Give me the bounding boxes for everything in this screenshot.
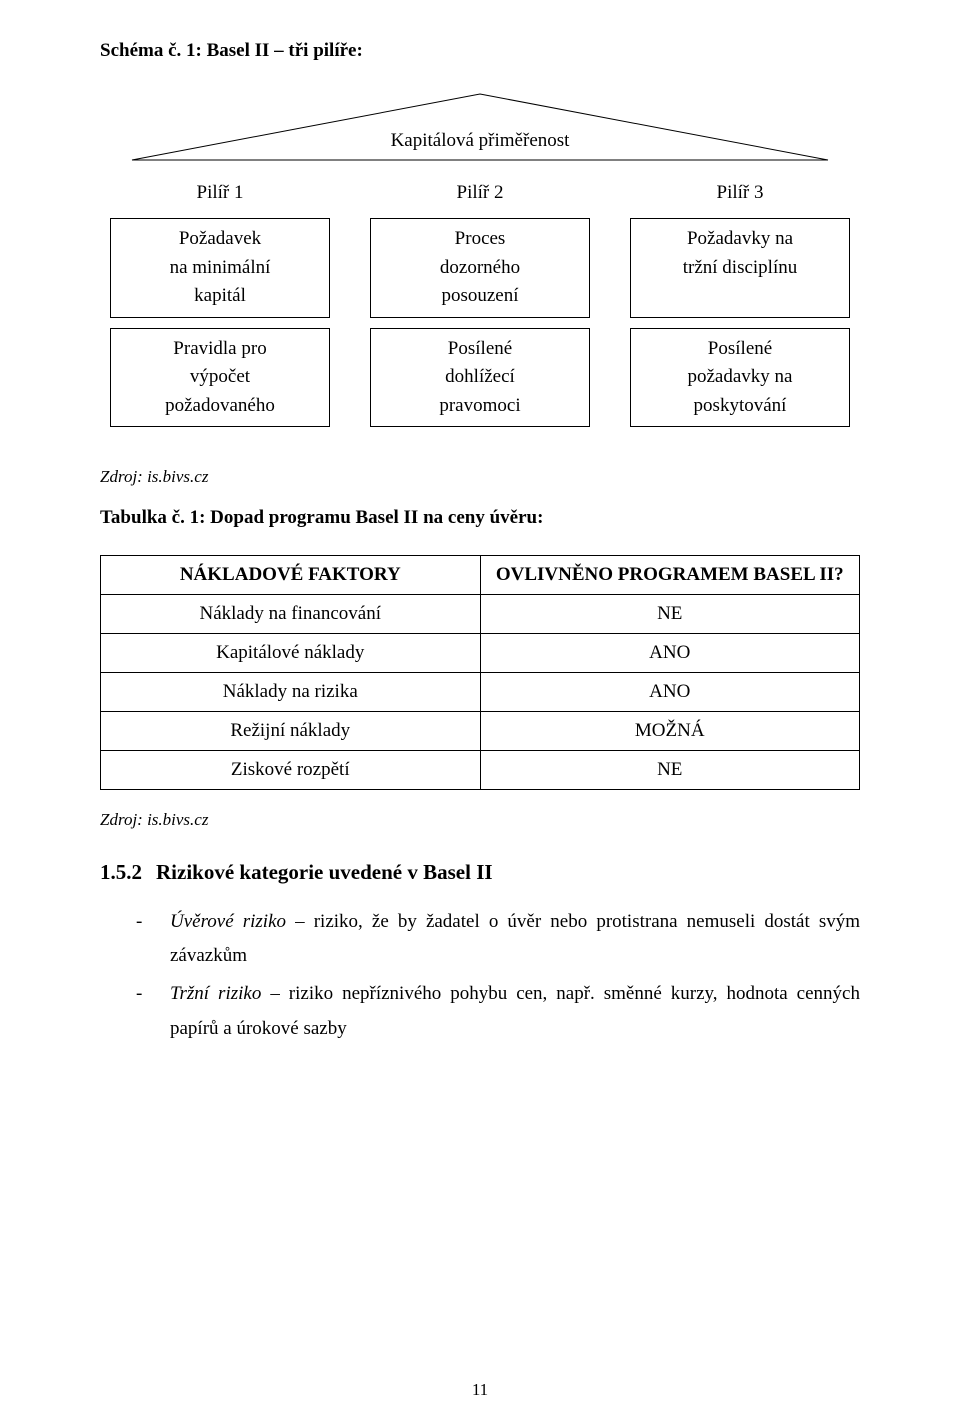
- pillar-text: Pravidla pro: [115, 335, 325, 364]
- table-row: Ziskové rozpětí NE: [101, 751, 860, 790]
- bullet-list: - Úvěrové riziko – riziko, že by žadatel…: [136, 905, 860, 1046]
- pillar-text: pravomoci: [375, 392, 585, 421]
- table-heading: Tabulka č. 1: Dopad programu Basel II na…: [100, 507, 860, 529]
- table-row: Náklady na financování NE: [101, 595, 860, 634]
- pillar-text: tržní disciplínu: [635, 254, 845, 283]
- pillar-2: Pilíř 2 Proces dozorného posouzení Posíl…: [370, 182, 590, 427]
- pillar-3: Pilíř 3 Požadavky na tržní disciplínu Po…: [630, 182, 850, 427]
- page-number: 11: [0, 1380, 960, 1400]
- pillar-text: kapitál: [115, 282, 325, 311]
- pillar-1-box-1: Požadavek na minimální kapitál: [110, 218, 330, 318]
- pillar-2-box-2: Posílené dohlížecí pravomoci: [370, 328, 590, 428]
- pillar-text: posouzení: [375, 282, 585, 311]
- table-row: Náklady na rizika ANO: [101, 673, 860, 712]
- table-row: Kapitálové náklady ANO: [101, 634, 860, 673]
- subsection-heading: 1.5.2 Rizikové kategorie uvedené v Basel…: [100, 860, 860, 885]
- pillar-text: Proces: [375, 225, 585, 254]
- subsection-number: 1.5.2: [100, 860, 142, 885]
- pillar-text: [635, 282, 845, 311]
- bullet-dash-icon: -: [136, 977, 152, 1045]
- bullet-text: Úvěrové riziko – riziko, že by žadatel o…: [170, 905, 860, 973]
- pillar-text: Požadavek: [115, 225, 325, 254]
- pillar-text: na minimální: [115, 254, 325, 283]
- pillar-1-title: Pilíř 1: [110, 182, 330, 204]
- table-cell: Náklady na rizika: [101, 673, 481, 712]
- source-label-2: Zdroj: is.bivs.cz: [100, 810, 860, 830]
- bullet-lead: Tržní riziko: [170, 983, 261, 1004]
- pillar-3-box-2: Posílené požadavky na poskytování: [630, 328, 850, 428]
- pillar-text: poskytování: [635, 392, 845, 421]
- pillar-text: Požadavky na: [635, 225, 845, 254]
- pillar-2-title: Pilíř 2: [370, 182, 590, 204]
- table-cell: Kapitálové náklady: [101, 634, 481, 673]
- list-item: - Tržní riziko – riziko nepříznivého poh…: [136, 977, 860, 1045]
- table-cell: NE: [480, 751, 860, 790]
- table-row: NÁKLADOVÉ FAKTORY OVLIVNĚNO PROGRAMEM BA…: [101, 556, 860, 595]
- table-cell: NÁKLADOVÉ FAKTORY: [101, 556, 481, 595]
- pillar-text: Posílené: [635, 335, 845, 364]
- pillar-text: výpočet: [115, 363, 325, 392]
- bullet-rest: – riziko nepříznivého pohybu cen, např. …: [170, 983, 860, 1038]
- page: Schéma č. 1: Basel II – tři pilíře: Kapi…: [0, 0, 960, 1422]
- pillars-row: Pilíř 1 Požadavek na minimální kapitál P…: [110, 182, 850, 427]
- pillar-text: požadavky na: [635, 363, 845, 392]
- schema-heading: Schéma č. 1: Basel II – tři pilíře:: [100, 40, 860, 62]
- pillar-3-box-1: Požadavky na tržní disciplínu: [630, 218, 850, 318]
- list-item: - Úvěrové riziko – riziko, že by žadatel…: [136, 905, 860, 973]
- pillar-3-title: Pilíř 3: [630, 182, 850, 204]
- pillar-1-box-2: Pravidla pro výpočet požadovaného: [110, 328, 330, 428]
- source-label-1: Zdroj: is.bivs.cz: [100, 467, 860, 487]
- pillar-text: Posílené: [375, 335, 585, 364]
- table-cell: ANO: [480, 634, 860, 673]
- pillar-2-box-1: Proces dozorného posouzení: [370, 218, 590, 318]
- table-cell: MOŽNÁ: [480, 712, 860, 751]
- bullet-lead: Úvěrové riziko: [170, 911, 286, 932]
- pillar-text: dohlížecí: [375, 363, 585, 392]
- table-row: Režijní náklady MOŽNÁ: [101, 712, 860, 751]
- impact-table: NÁKLADOVÉ FAKTORY OVLIVNĚNO PROGRAMEM BA…: [100, 555, 860, 790]
- table-cell: OVLIVNĚNO PROGRAMEM BASEL II?: [480, 556, 860, 595]
- table-cell: NE: [480, 595, 860, 634]
- table-cell: ANO: [480, 673, 860, 712]
- pillar-1: Pilíř 1 Požadavek na minimální kapitál P…: [110, 182, 330, 427]
- bullet-text: Tržní riziko – riziko nepříznivého pohyb…: [170, 977, 860, 1045]
- subsection-title: Rizikové kategorie uvedené v Basel II: [156, 860, 493, 885]
- pillar-text: dozorného: [375, 254, 585, 283]
- table-cell: Režijní náklady: [101, 712, 481, 751]
- bullet-dash-icon: -: [136, 905, 152, 973]
- table-cell: Ziskové rozpětí: [101, 751, 481, 790]
- table-cell: Náklady na financování: [101, 595, 481, 634]
- pillar-text: požadovaného: [115, 392, 325, 421]
